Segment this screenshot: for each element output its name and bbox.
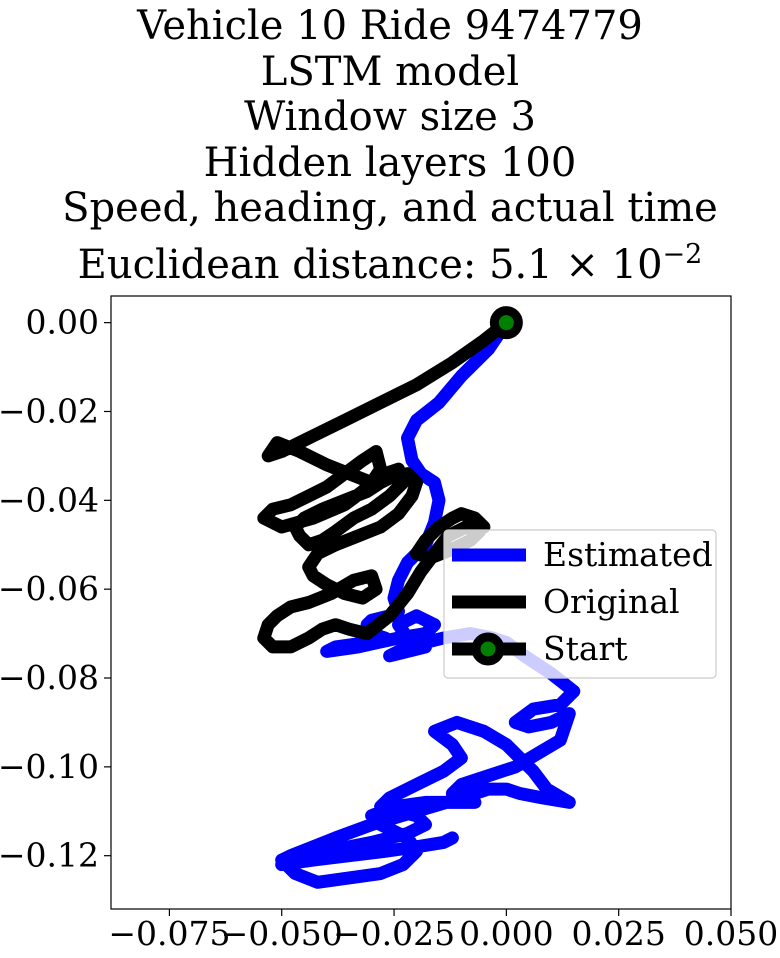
title-line-vehicle: Vehicle 10 Ride 9474779 (137, 3, 643, 49)
title-distance-base: Euclidean distance: 5.1 × 10 (77, 241, 663, 288)
x-tick-label: 0.025 (571, 914, 665, 953)
y-tick-label: −0.08 (0, 658, 99, 697)
title-line-model: LSTM model (260, 48, 520, 95)
title-distance-exponent: −2 (662, 238, 703, 270)
x-tick-label: −0.050 (221, 914, 343, 953)
title-line-features: Speed, heading, and actual time (62, 185, 718, 231)
title-line-window: Window size 3 (244, 94, 536, 140)
legend: Estimated Original Start (443, 529, 717, 679)
x-axis: −0.075−0.050−0.025 0.000 0.025 0.050 (108, 909, 778, 953)
start-marker (489, 306, 523, 340)
y-axis: 0.00 −0.02 −0.04 −0.06 −0.08 −0.10 −0.12 (0, 303, 111, 875)
plot-frame (110, 295, 732, 910)
legend-box (443, 529, 717, 679)
x-tick-label: −0.025 (333, 914, 455, 953)
x-tick-label: −0.075 (108, 914, 230, 953)
legend-label-original: Original (543, 582, 680, 621)
title-line-distance: Euclidean distance: 5.1 × 10−2 (0, 232, 780, 289)
y-tick-label: −0.12 (0, 836, 99, 875)
legend-label-estimated: Estimated (543, 535, 713, 574)
title-line-hidden: Hidden layers 100 (203, 139, 577, 186)
chart-title: Vehicle 10 Ride 9474779 LSTM model Windo… (0, 3, 780, 289)
y-tick-label: 0.00 (26, 303, 99, 342)
legend-label-start: Start (543, 629, 628, 668)
series-original-line (257, 316, 513, 654)
y-tick-label: −0.10 (0, 747, 99, 786)
legend-marker-start (471, 632, 505, 666)
y-tick-label: −0.02 (0, 391, 99, 430)
series-layer (257, 306, 581, 889)
x-tick-label: 0.050 (684, 914, 778, 953)
y-tick-label: −0.04 (0, 480, 99, 519)
y-tick-label: −0.06 (0, 569, 99, 608)
x-tick-label: 0.000 (459, 914, 553, 953)
series-estimated-line (275, 316, 581, 889)
